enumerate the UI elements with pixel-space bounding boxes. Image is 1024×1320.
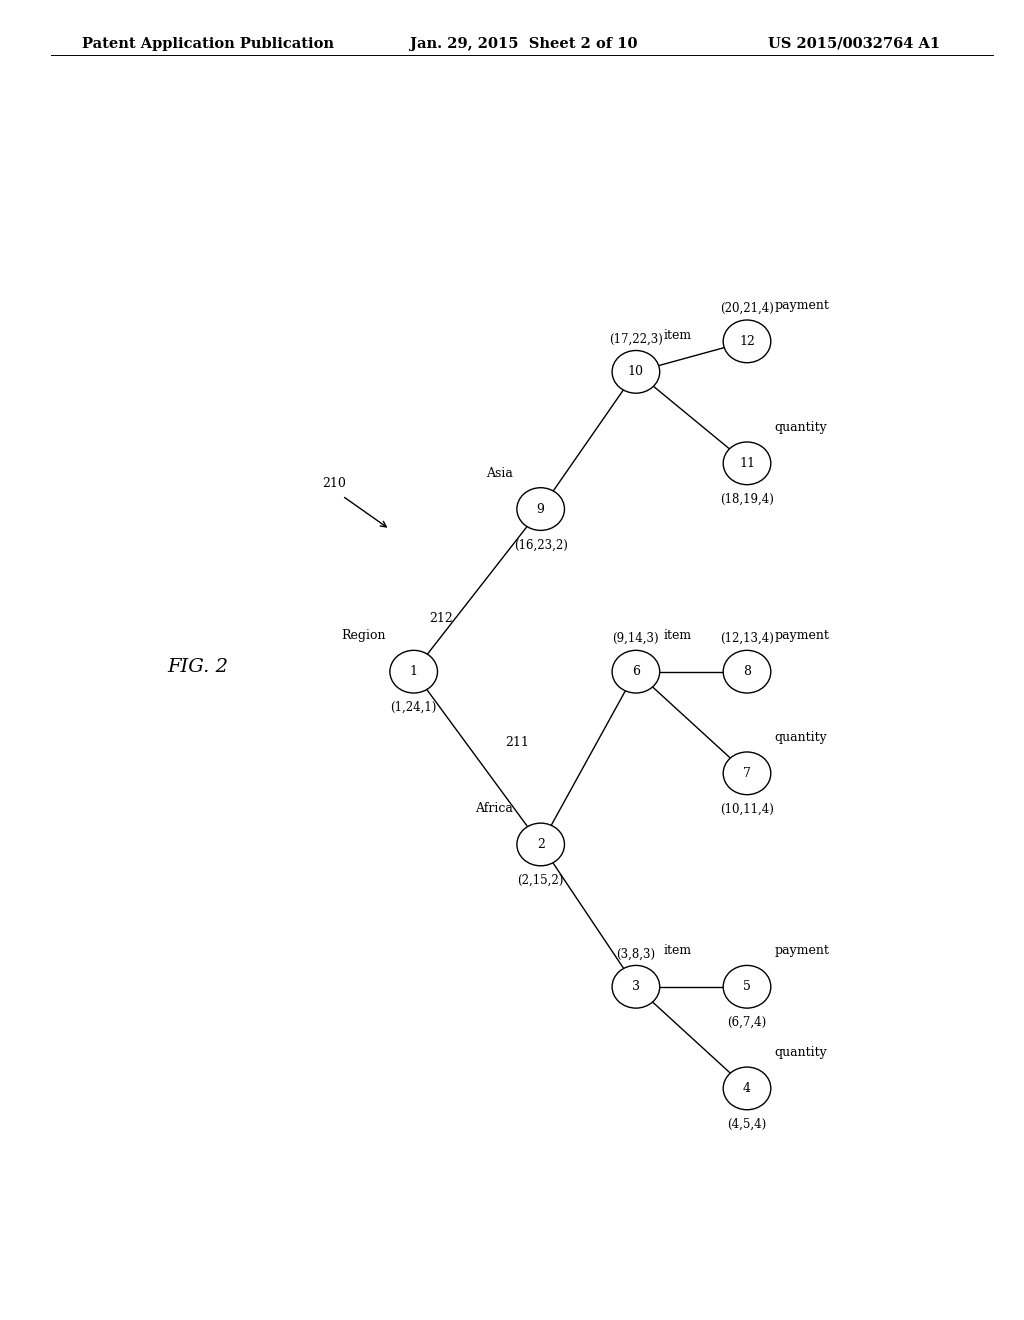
Ellipse shape bbox=[612, 351, 659, 393]
Text: (1,24,1): (1,24,1) bbox=[390, 701, 437, 714]
Text: (18,19,4): (18,19,4) bbox=[720, 492, 774, 506]
Text: item: item bbox=[664, 630, 692, 643]
Ellipse shape bbox=[723, 442, 771, 484]
Text: (17,22,3): (17,22,3) bbox=[609, 333, 663, 346]
Text: US 2015/0032764 A1: US 2015/0032764 A1 bbox=[768, 37, 940, 51]
Text: (10,11,4): (10,11,4) bbox=[720, 803, 774, 816]
Text: 11: 11 bbox=[739, 457, 755, 470]
Text: 6: 6 bbox=[632, 665, 640, 678]
Text: (3,8,3): (3,8,3) bbox=[616, 948, 655, 961]
Ellipse shape bbox=[723, 319, 771, 363]
Text: Patent Application Publication: Patent Application Publication bbox=[82, 37, 334, 51]
Ellipse shape bbox=[517, 824, 564, 866]
Text: FIG. 2: FIG. 2 bbox=[168, 657, 228, 676]
Text: 3: 3 bbox=[632, 981, 640, 993]
Text: 1: 1 bbox=[410, 665, 418, 678]
Text: Jan. 29, 2015  Sheet 2 of 10: Jan. 29, 2015 Sheet 2 of 10 bbox=[410, 37, 637, 51]
Ellipse shape bbox=[390, 651, 437, 693]
Text: quantity: quantity bbox=[775, 731, 827, 744]
Text: 210: 210 bbox=[323, 477, 346, 490]
Text: payment: payment bbox=[775, 630, 829, 643]
Text: 2: 2 bbox=[537, 838, 545, 851]
Text: 211: 211 bbox=[505, 737, 528, 750]
Text: 7: 7 bbox=[743, 767, 751, 780]
Text: Asia: Asia bbox=[486, 466, 513, 479]
Text: 212: 212 bbox=[430, 612, 454, 624]
Text: (6,7,4): (6,7,4) bbox=[727, 1016, 767, 1030]
Text: 9: 9 bbox=[537, 503, 545, 516]
Ellipse shape bbox=[723, 651, 771, 693]
Text: quantity: quantity bbox=[775, 421, 827, 434]
Text: (2,15,2): (2,15,2) bbox=[517, 874, 564, 887]
Text: Africa: Africa bbox=[475, 803, 513, 814]
Ellipse shape bbox=[723, 965, 771, 1008]
Text: (20,21,4): (20,21,4) bbox=[720, 302, 774, 315]
Text: payment: payment bbox=[775, 298, 829, 312]
Ellipse shape bbox=[723, 1067, 771, 1110]
Ellipse shape bbox=[723, 752, 771, 795]
Text: payment: payment bbox=[775, 944, 829, 957]
Ellipse shape bbox=[612, 651, 659, 693]
Text: 4: 4 bbox=[743, 1082, 751, 1094]
Ellipse shape bbox=[612, 965, 659, 1008]
Text: item: item bbox=[664, 330, 692, 342]
Text: 8: 8 bbox=[743, 665, 751, 678]
Text: (16,23,2): (16,23,2) bbox=[514, 539, 567, 552]
Text: quantity: quantity bbox=[775, 1045, 827, 1059]
Text: 5: 5 bbox=[743, 981, 751, 993]
Text: 10: 10 bbox=[628, 366, 644, 379]
Text: Region: Region bbox=[341, 630, 386, 643]
Text: 12: 12 bbox=[739, 335, 755, 348]
Text: (9,14,3): (9,14,3) bbox=[612, 632, 659, 645]
Text: (12,13,4): (12,13,4) bbox=[720, 632, 774, 645]
Text: (4,5,4): (4,5,4) bbox=[727, 1118, 767, 1131]
Text: item: item bbox=[664, 944, 692, 957]
Ellipse shape bbox=[517, 487, 564, 531]
